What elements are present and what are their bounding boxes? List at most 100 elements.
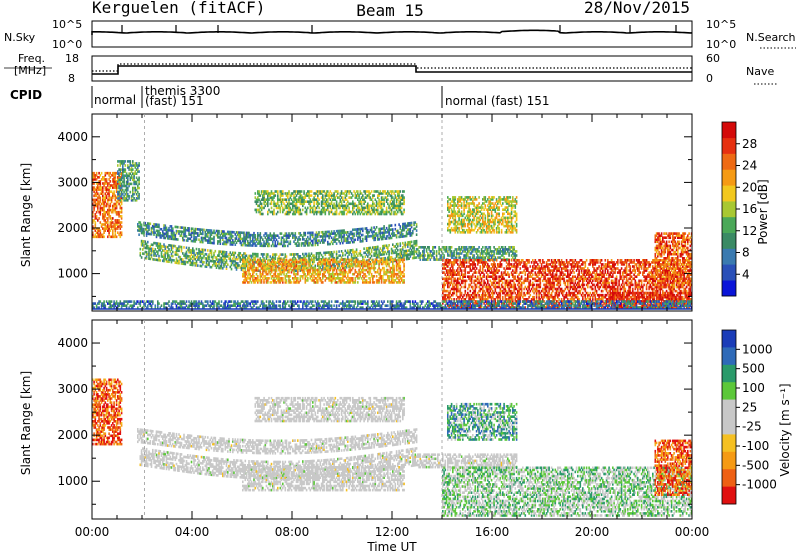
range-cell — [200, 238, 203, 242]
range-cell — [322, 255, 324, 259]
range-cell — [159, 227, 162, 231]
range-cell — [182, 238, 184, 242]
range-cell — [134, 182, 137, 186]
range-cell — [385, 252, 388, 256]
range-cell — [403, 190, 405, 193]
range-cell — [92, 174, 94, 177]
range-cell — [97, 192, 99, 195]
range-cell — [134, 162, 137, 165]
range-cell — [187, 237, 189, 240]
range-cell — [120, 188, 123, 191]
range-cell — [190, 227, 193, 230]
range-cell — [133, 164, 135, 167]
range-cell — [97, 176, 99, 179]
range-cell — [164, 228, 167, 232]
range-cell — [152, 226, 154, 230]
range-cell — [147, 230, 149, 233]
range-cell — [109, 235, 112, 239]
range-cell — [123, 170, 125, 173]
range-cell — [130, 194, 133, 198]
range-cell — [98, 229, 100, 232]
range-cell — [103, 206, 105, 210]
range-cell — [137, 229, 139, 232]
range-cell — [134, 170, 137, 173]
range-cell — [117, 160, 119, 163]
range-cell — [119, 204, 122, 208]
range-cell — [285, 255, 288, 258]
range-cell — [127, 186, 129, 190]
range-cell — [174, 233, 177, 237]
range-cell — [144, 228, 147, 231]
range-cell — [133, 174, 135, 177]
range-cell — [97, 182, 99, 185]
range-cell — [113, 171, 115, 175]
range-cell — [247, 258, 249, 262]
range-cell — [370, 254, 373, 258]
range-cell — [123, 160, 125, 163]
range-cell — [112, 178, 114, 181]
range-cell — [104, 180, 107, 183]
range-cell — [168, 226, 170, 230]
range-cell — [125, 176, 128, 180]
range-cell — [119, 227, 122, 230]
range-cell — [108, 210, 110, 214]
range-cell — [113, 227, 115, 230]
range-cell — [117, 231, 119, 234]
range-cell — [120, 196, 123, 200]
range-cell — [394, 223, 397, 227]
range-cell — [104, 186, 107, 189]
range-cell — [140, 231, 143, 235]
range-cell — [94, 192, 97, 195]
range-cell — [142, 231, 144, 235]
range-cell — [397, 242, 399, 246]
range-cell — [113, 180, 115, 183]
range-cell — [275, 253, 278, 256]
range-cell — [160, 234, 163, 237]
range-cell — [93, 227, 95, 230]
range-cell — [125, 180, 128, 184]
range-cell — [117, 227, 119, 230]
range-cell — [119, 172, 122, 175]
range-cell — [109, 190, 112, 193]
range-cell — [99, 186, 102, 189]
range-cell — [152, 247, 154, 251]
range-cell — [100, 206, 103, 210]
range-cell — [137, 164, 139, 167]
range-cell — [194, 240, 197, 243]
range-cell — [94, 188, 97, 191]
range-cell — [172, 254, 174, 258]
range-cell — [137, 178, 139, 182]
range-cell — [122, 180, 124, 184]
range-cell — [95, 171, 98, 175]
range-cell — [147, 232, 149, 236]
range-cell — [114, 227, 117, 230]
range-cell — [103, 204, 105, 208]
range-cell — [178, 232, 180, 235]
range-cell — [175, 231, 178, 235]
range-cell — [92, 210, 94, 214]
range-cell — [193, 235, 195, 239]
range-cell — [113, 178, 115, 181]
range-cell — [118, 176, 120, 179]
range-cell — [190, 233, 193, 237]
range-cell — [197, 234, 199, 237]
range-cell — [97, 231, 99, 234]
range-cell — [118, 219, 120, 222]
range-cell — [170, 225, 173, 228]
range-cell — [167, 237, 169, 240]
range-cell — [413, 246, 415, 249]
range-cell — [113, 204, 115, 208]
range-cell — [104, 178, 107, 181]
range-cell — [140, 223, 143, 227]
range-cell — [158, 254, 160, 258]
range-cell — [134, 188, 137, 192]
range-cell — [388, 244, 390, 247]
range-cell — [112, 225, 114, 228]
range-cell — [169, 235, 172, 238]
range-cell — [122, 168, 124, 171]
range-cell — [94, 202, 97, 206]
range-cell — [114, 204, 117, 208]
range-cell — [195, 232, 198, 235]
range-cell — [95, 204, 98, 208]
range-cell — [112, 210, 114, 214]
